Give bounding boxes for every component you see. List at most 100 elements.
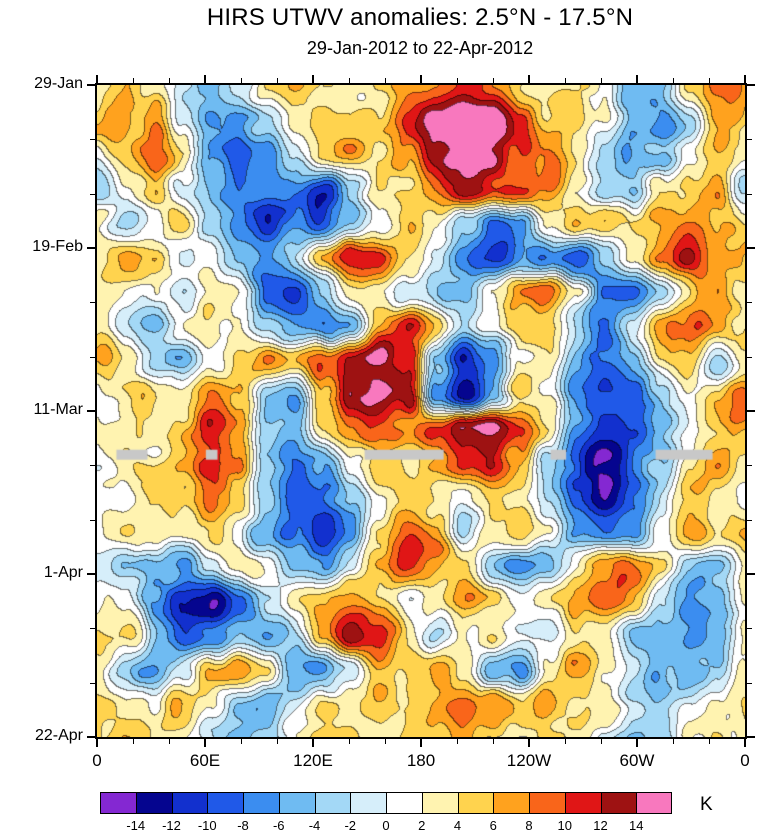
x-tick-label: 60E xyxy=(189,751,221,770)
y-minor-tick xyxy=(90,356,95,358)
y-minor-tick-right xyxy=(747,465,752,467)
y-minor-tick xyxy=(90,139,95,141)
y-major-tick xyxy=(87,573,95,575)
colorbar-tick-label: -8 xyxy=(237,818,249,833)
x-tick-label: 60W xyxy=(619,751,655,770)
colorbar-tick-label: 14 xyxy=(629,818,644,833)
y-tick-label: 11-Mar xyxy=(33,401,84,418)
colorbar-swatch xyxy=(278,792,315,814)
colorbar-tick-label: -4 xyxy=(308,818,321,833)
y-minor-tick-right xyxy=(747,139,752,141)
y-major-tick xyxy=(87,410,95,412)
y-major-tick-right xyxy=(747,736,755,738)
colorbar-swatch xyxy=(207,792,243,814)
x-minor-tick-top xyxy=(673,78,674,83)
y-tick-label: 22-Apr xyxy=(34,727,83,744)
plot-area xyxy=(95,83,747,739)
colorbar-tick-label: -14 xyxy=(126,818,146,833)
x-tick-label: 0 xyxy=(92,751,102,770)
colorbar-tick-label: -10 xyxy=(197,818,217,833)
heatmap-canvas xyxy=(97,85,745,737)
x-minor-tick-top xyxy=(168,78,170,83)
x-minor-tick xyxy=(384,739,386,744)
x-minor-tick xyxy=(133,739,135,744)
colorbar-swatch xyxy=(600,792,637,814)
y-minor-tick xyxy=(90,465,95,467)
x-minor-tick-top xyxy=(457,78,459,83)
x-minor-tick xyxy=(240,739,242,744)
y-major-tick-right xyxy=(747,247,755,249)
colorbar-swatch xyxy=(100,792,136,814)
x-minor-tick xyxy=(457,739,459,744)
y-minor-tick-right xyxy=(747,519,752,521)
colorbar-swatch xyxy=(457,792,494,814)
y-minor-tick xyxy=(90,193,95,195)
chart-subtitle: 29-Jan-2012 to 22-Apr-2012 xyxy=(306,38,534,58)
colorbar-tick-label: 10 xyxy=(557,818,572,833)
colorbar-tick-label: 0 xyxy=(382,818,390,833)
y-tick-label: 29-Jan xyxy=(34,75,83,92)
x-minor-tick-top xyxy=(384,78,386,83)
colorbar-tick-label: -6 xyxy=(272,818,285,833)
y-minor-tick xyxy=(90,302,95,304)
colorbar-tick-label: 8 xyxy=(525,818,533,833)
y-major-tick xyxy=(87,247,95,249)
y-minor-tick-right xyxy=(747,356,752,358)
x-minor-tick xyxy=(564,739,566,744)
colorbar-swatch xyxy=(135,792,172,814)
y-tick-label: 1-Apr xyxy=(43,564,83,581)
x-major-tick-top xyxy=(204,75,207,83)
colorbar-swatch xyxy=(564,792,601,814)
x-minor-tick-top xyxy=(240,78,242,83)
y-major-tick-right xyxy=(747,84,755,86)
x-major-tick xyxy=(420,739,422,747)
x-minor-tick xyxy=(673,739,674,744)
y-minor-tick xyxy=(90,628,95,630)
x-minor-tick xyxy=(601,739,602,744)
colorbar-tick-label: -12 xyxy=(162,818,181,833)
x-minor-tick xyxy=(492,739,494,744)
colorbar-swatch xyxy=(636,792,672,814)
x-tick-label: 120W xyxy=(506,751,552,770)
colorbar-tick-label: 2 xyxy=(418,818,426,833)
colorbar-swatch xyxy=(493,792,529,814)
y-minor-tick-right xyxy=(747,193,752,195)
y-minor-tick xyxy=(90,519,95,521)
x-major-tick-top xyxy=(635,75,638,83)
x-minor-tick xyxy=(349,739,350,744)
x-tick-label: 120E xyxy=(293,751,333,770)
colorbar-tick-label: 6 xyxy=(489,818,497,833)
x-minor-tick-top xyxy=(601,78,602,83)
colorbar-swatch xyxy=(314,792,351,814)
x-minor-tick-top xyxy=(564,78,566,83)
x-tick-label: 180 xyxy=(406,751,436,770)
y-minor-tick xyxy=(90,682,95,684)
y-major-tick xyxy=(87,84,95,86)
colorbar-tick-label: 12 xyxy=(593,818,608,833)
x-major-tick xyxy=(635,739,638,747)
x-minor-tick-top xyxy=(492,78,494,83)
y-major-tick-right xyxy=(747,573,755,575)
colorbar-swatch xyxy=(421,792,458,814)
x-major-tick-top xyxy=(311,75,314,83)
x-minor-tick xyxy=(168,739,170,744)
colorbar-swatch xyxy=(386,792,422,814)
x-minor-tick xyxy=(277,739,278,744)
colorbar-swatch xyxy=(529,792,565,814)
colorbar-unit-label: K xyxy=(700,794,713,815)
colorbar-tick-label: -2 xyxy=(344,818,357,833)
x-minor-tick-top xyxy=(277,78,278,83)
colorbar-swatch xyxy=(243,792,279,814)
x-major-tick xyxy=(744,739,746,747)
x-major-tick xyxy=(528,739,531,747)
x-minor-tick-top xyxy=(349,78,350,83)
x-major-tick-top xyxy=(96,75,98,83)
x-tick-label: 0 xyxy=(740,751,750,770)
colorbar-swatch xyxy=(171,792,208,814)
y-minor-tick-right xyxy=(747,628,752,630)
x-major-tick-top xyxy=(528,75,531,83)
y-major-tick xyxy=(87,736,95,738)
y-tick-label: 19-Feb xyxy=(32,238,83,255)
x-major-tick-top xyxy=(744,75,746,83)
